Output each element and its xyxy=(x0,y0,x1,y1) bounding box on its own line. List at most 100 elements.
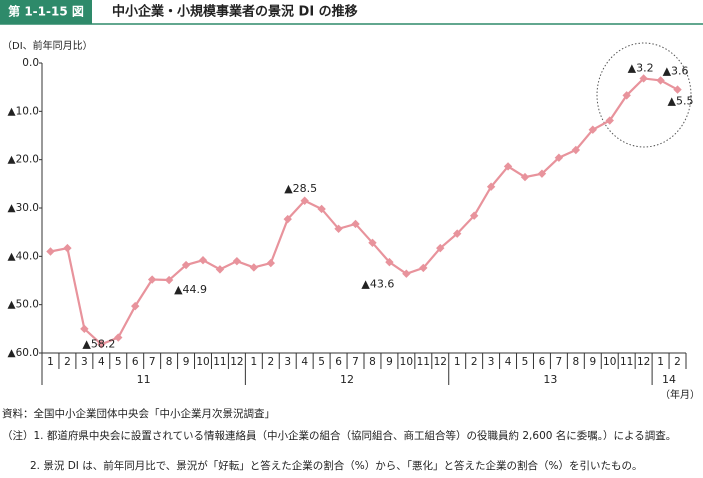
x-tick-label: 7 xyxy=(149,356,156,368)
x-tick-label: 4 xyxy=(98,356,105,368)
data-point xyxy=(147,275,157,284)
data-point xyxy=(232,256,242,266)
data-point xyxy=(266,258,275,268)
figure-label: 第 1-1-15 図 xyxy=(8,4,84,19)
x-tick-label: 3 xyxy=(284,356,291,368)
data-line xyxy=(50,77,679,346)
x-tick-label: 9 xyxy=(386,356,393,368)
data-point xyxy=(503,162,513,171)
x-tick-label: 2 xyxy=(674,356,681,368)
data-point xyxy=(639,74,648,83)
data-label: ▲28.5 xyxy=(284,182,317,195)
x-tick-label: 4 xyxy=(301,356,308,368)
x-tick-label: 12 xyxy=(230,356,243,368)
y-tick-label: ▲10.0 xyxy=(8,105,39,117)
data-label: ▲44.9 xyxy=(174,283,207,296)
data-label: ▲5.5 xyxy=(668,95,694,108)
highlight-ellipse xyxy=(596,42,692,148)
x-tick-label: 10 xyxy=(400,356,413,368)
data-point xyxy=(520,172,530,182)
data-point xyxy=(673,85,682,94)
x-axis-label: （年月） xyxy=(660,388,700,401)
data-point xyxy=(537,169,547,178)
x-tick-label: 10 xyxy=(196,356,209,368)
year-label: 11 xyxy=(137,373,151,386)
year-label: 13 xyxy=(543,373,557,386)
x-tick-label: 11 xyxy=(213,356,226,368)
data-point xyxy=(453,229,462,238)
note: 2. 景況 DI は、前年同月比で、景況が「好転」と答えた企業の割合（%）から、… xyxy=(30,459,643,472)
x-tick-label: 5 xyxy=(318,356,325,368)
data-point xyxy=(181,260,191,270)
x-tick-label: 8 xyxy=(166,356,173,368)
y-tick-label: ▲40.0 xyxy=(8,250,39,262)
x-tick-label: 10 xyxy=(603,356,616,368)
data-label: ▲3.2 xyxy=(628,61,654,74)
data-point xyxy=(114,333,123,342)
data-label: ▲43.6 xyxy=(361,278,394,291)
data-point xyxy=(368,238,377,247)
data-point xyxy=(249,263,259,272)
data-point xyxy=(469,211,479,220)
x-tick-label: 11 xyxy=(417,356,430,368)
x-tick-label: 9 xyxy=(183,356,190,368)
x-tick-label: 8 xyxy=(572,356,579,368)
note: （注）1. 都道府県中央会に設置されている情報連絡員（中小企業の組合（協同組合、… xyxy=(2,429,676,442)
x-tick-label: 5 xyxy=(522,356,529,368)
x-tick-label: 9 xyxy=(589,356,596,368)
data-point xyxy=(46,247,55,256)
x-tick-label: 4 xyxy=(505,356,512,368)
data-point xyxy=(334,224,343,233)
y-tick-label: ▲50.0 xyxy=(8,299,39,311)
x-tick-label: 12 xyxy=(434,356,447,368)
x-tick-label: 8 xyxy=(369,356,376,368)
data-label: ▲58.2 xyxy=(82,337,115,350)
x-tick-label: 6 xyxy=(132,356,139,368)
data-point xyxy=(436,243,445,253)
data-point xyxy=(486,182,496,191)
data-point xyxy=(385,257,394,267)
figure-label-box xyxy=(0,0,92,24)
x-tick-label: 1 xyxy=(47,356,54,368)
x-tick-label: 2 xyxy=(471,356,478,368)
x-tick-label: 1 xyxy=(250,356,257,368)
y-tick-label: ▲20.0 xyxy=(8,154,39,166)
x-tick-label: 2 xyxy=(267,356,274,368)
year-label: 12 xyxy=(340,373,354,386)
x-tick-label: 3 xyxy=(81,356,88,368)
data-point xyxy=(317,204,326,214)
x-tick-label: 6 xyxy=(335,356,342,368)
data-point xyxy=(164,275,174,285)
data-point xyxy=(402,269,411,278)
data-point xyxy=(605,116,614,125)
y-axis-label: （DI、前年同月比） xyxy=(2,39,93,52)
x-tick-label: 6 xyxy=(539,356,546,368)
y-tick-label: ▲30.0 xyxy=(8,202,39,214)
data-point xyxy=(215,265,225,274)
data-point xyxy=(63,243,72,253)
data-point xyxy=(622,91,631,100)
x-tick-label: 5 xyxy=(115,356,122,368)
x-tick-label: 12 xyxy=(637,356,650,368)
y-tick-label: 0.0 xyxy=(22,57,39,69)
x-tick-label: 7 xyxy=(352,356,359,368)
data-point xyxy=(97,340,106,349)
data-point xyxy=(656,76,665,85)
x-tick-label: 7 xyxy=(556,356,563,368)
data-point xyxy=(300,196,309,205)
data-point xyxy=(80,324,89,334)
x-tick-label: 1 xyxy=(454,356,461,368)
data-point xyxy=(419,263,428,273)
data-point xyxy=(131,301,140,311)
data-point xyxy=(554,153,564,162)
x-tick-label: 3 xyxy=(488,356,495,368)
data-point xyxy=(198,256,208,265)
x-tick-label: 1 xyxy=(657,356,664,368)
note: 資料：全国中小企業団体中央会「中小企業月次景況調査」 xyxy=(2,407,275,420)
data-point xyxy=(283,214,292,224)
data-label: ▲3.6 xyxy=(663,64,689,77)
x-tick-label: 11 xyxy=(620,356,633,368)
y-tick-label: ▲60.0 xyxy=(8,347,39,359)
data-point xyxy=(351,219,360,229)
